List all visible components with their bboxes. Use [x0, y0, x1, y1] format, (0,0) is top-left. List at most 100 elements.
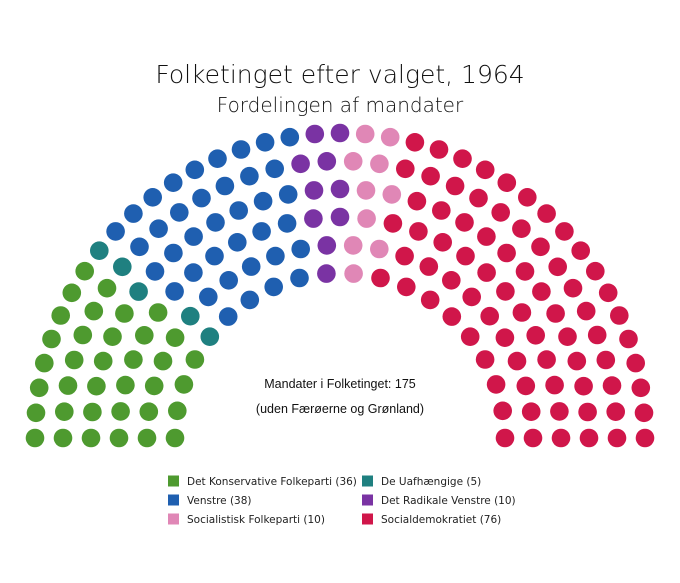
seat-socialdemokratiet	[405, 133, 425, 152]
legend-item: Venstre (38)	[168, 494, 252, 507]
seat-venstre	[130, 237, 149, 257]
legend-item: Socialdemokratiet (76)	[362, 513, 501, 526]
seat-socialdemokratiet	[546, 304, 565, 323]
seat-socialdemokratiet	[486, 375, 506, 394]
seat-venstre	[266, 246, 285, 266]
seat-de-uafhængige	[200, 327, 220, 347]
chart-title: Folketinget efter valget, 1964	[155, 60, 524, 89]
seat-det-konservative-folkeparti	[55, 402, 74, 422]
seat-socialdemokratiet	[429, 140, 449, 159]
seat-det-konservative-folkeparti	[103, 327, 122, 347]
seat-det-konservative-folkeparti	[73, 325, 93, 345]
seat-grid	[25, 123, 655, 448]
seat-socialdemokratiet	[537, 350, 556, 369]
seat-det-konservative-folkeparti	[84, 301, 104, 321]
seat-venstre	[241, 257, 261, 276]
seat-det-konservative-folkeparti	[165, 328, 185, 348]
seat-socialdemokratiet	[563, 278, 583, 298]
seat-venstre	[170, 203, 189, 222]
territories-note: (uden Færøerne og Grønland)	[256, 402, 424, 416]
seat-socialdemokratiet	[626, 353, 645, 373]
seat-socialdemokratiet	[598, 283, 618, 303]
legend-swatch	[362, 475, 373, 487]
seat-venstre	[240, 290, 260, 310]
seat-socialdemokratiet	[537, 204, 556, 223]
legend-label: De Uafhængige (5)	[381, 476, 481, 488]
seat-socialdemokratiet	[455, 213, 474, 232]
seat-socialdemokratiet	[462, 287, 482, 307]
legend-label: Venstre (38)	[187, 495, 252, 507]
seat-venstre	[184, 227, 203, 246]
seat-det-konservative-folkeparti	[115, 304, 134, 323]
seat-det-konservative-folkeparti	[148, 303, 168, 322]
seat-venstre	[265, 159, 285, 179]
legend-swatch	[168, 494, 179, 506]
seat-det-konservative-folkeparti	[42, 329, 61, 349]
seat-venstre	[231, 140, 251, 159]
seat-de-uafhængige	[113, 257, 132, 277]
seat-socialdemokratiet	[523, 428, 543, 448]
seat-socialdemokratiet	[421, 166, 440, 186]
seat-socialdemokratiet	[521, 402, 541, 422]
seat-socialdemokratiet	[496, 282, 515, 301]
seat-socialdemokratiet	[548, 257, 567, 277]
seat-socialdemokratiet	[531, 237, 550, 257]
seat-socialdemokratiet	[518, 188, 537, 207]
seat-det-radikale-venstre	[317, 236, 337, 255]
seat-det-radikale-venstre	[304, 209, 323, 228]
seat-det-konservative-folkeparti	[111, 402, 130, 421]
seat-socialdemokratiet	[475, 350, 495, 369]
seat-socialdemokratiet	[619, 329, 638, 349]
legend-item: Det Radikale Venstre (10)	[362, 494, 516, 507]
legend-swatch	[168, 513, 179, 525]
seat-de-uafhængige	[181, 306, 200, 326]
seat-socialdemokratiet	[607, 428, 627, 448]
seat-socialdemokratiet	[396, 159, 415, 179]
seat-venstre	[205, 246, 224, 266]
seat-socialdemokratiet	[555, 222, 574, 241]
seat-socialdemokratiet	[515, 262, 535, 281]
seat-socialdemokratiet	[442, 307, 462, 326]
seat-socialdemokratiet	[567, 351, 587, 371]
seat-det-konservative-folkeparti	[137, 428, 157, 448]
seat-det-konservative-folkeparti	[83, 402, 102, 422]
seat-det-konservative-folkeparti	[109, 428, 129, 448]
seat-venstre	[215, 176, 235, 196]
seat-socialdemokratiet	[493, 401, 512, 421]
seat-de-uafhængige	[129, 282, 148, 301]
seat-socialistisk-folkeparti	[355, 124, 375, 144]
legend-label: Det Radikale Venstre (10)	[381, 495, 516, 507]
seat-venstre	[184, 263, 203, 282]
seat-socialdemokratiet	[574, 376, 593, 396]
seat-socialdemokratiet	[460, 327, 480, 347]
seat-socialdemokratiet	[526, 326, 545, 345]
seat-socialdemokratiet	[532, 282, 551, 301]
chart-subtitle: Fordelingen af mandater	[217, 93, 464, 117]
seat-socialdemokratiet	[420, 290, 440, 310]
seat-det-konservative-folkeparti	[51, 306, 70, 325]
seat-socialistisk-folkeparti	[357, 209, 376, 228]
seat-socialdemokratiet	[545, 375, 564, 395]
seat-det-konservative-folkeparti	[139, 402, 159, 422]
seat-det-radikale-venstre	[330, 179, 350, 199]
seat-det-konservative-folkeparti	[185, 350, 205, 369]
seat-socialdemokratiet	[586, 261, 605, 281]
seat-socialdemokratiet	[442, 271, 461, 290]
seat-socialdemokratiet	[512, 303, 532, 322]
legend-swatch	[168, 475, 179, 487]
seat-det-konservative-folkeparti	[135, 326, 154, 345]
seat-socialdemokratiet	[497, 243, 516, 263]
seat-det-konservative-folkeparti	[153, 351, 173, 371]
total-seats-note: Mandater i Folketinget: 175	[264, 377, 416, 391]
seat-det-konservative-folkeparti	[62, 283, 82, 303]
seat-socialdemokratiet	[419, 257, 439, 276]
seat-venstre	[218, 307, 238, 326]
seat-det-konservative-folkeparti	[168, 401, 187, 421]
seat-socialdemokratiet	[512, 219, 531, 238]
seat-venstre	[264, 277, 284, 297]
seat-venstre	[206, 213, 225, 232]
seat-socialdemokratiet	[477, 263, 496, 282]
seat-venstre	[208, 149, 227, 168]
seat-socialdemokratiet	[606, 402, 625, 422]
